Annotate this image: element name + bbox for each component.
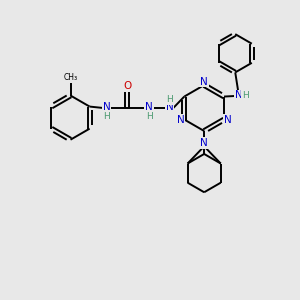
- Text: H: H: [146, 112, 152, 121]
- Text: N: N: [200, 138, 208, 148]
- Text: N: N: [145, 103, 153, 112]
- Text: O: O: [123, 81, 131, 91]
- Text: N: N: [177, 115, 184, 124]
- Text: H: H: [103, 112, 110, 121]
- Text: CH₃: CH₃: [63, 74, 78, 82]
- Text: N: N: [235, 90, 243, 100]
- Text: N: N: [224, 115, 232, 124]
- Text: N: N: [200, 76, 208, 86]
- Text: H: H: [242, 91, 249, 100]
- Text: N: N: [166, 103, 174, 112]
- Text: N: N: [103, 103, 111, 112]
- Text: H: H: [166, 95, 173, 104]
